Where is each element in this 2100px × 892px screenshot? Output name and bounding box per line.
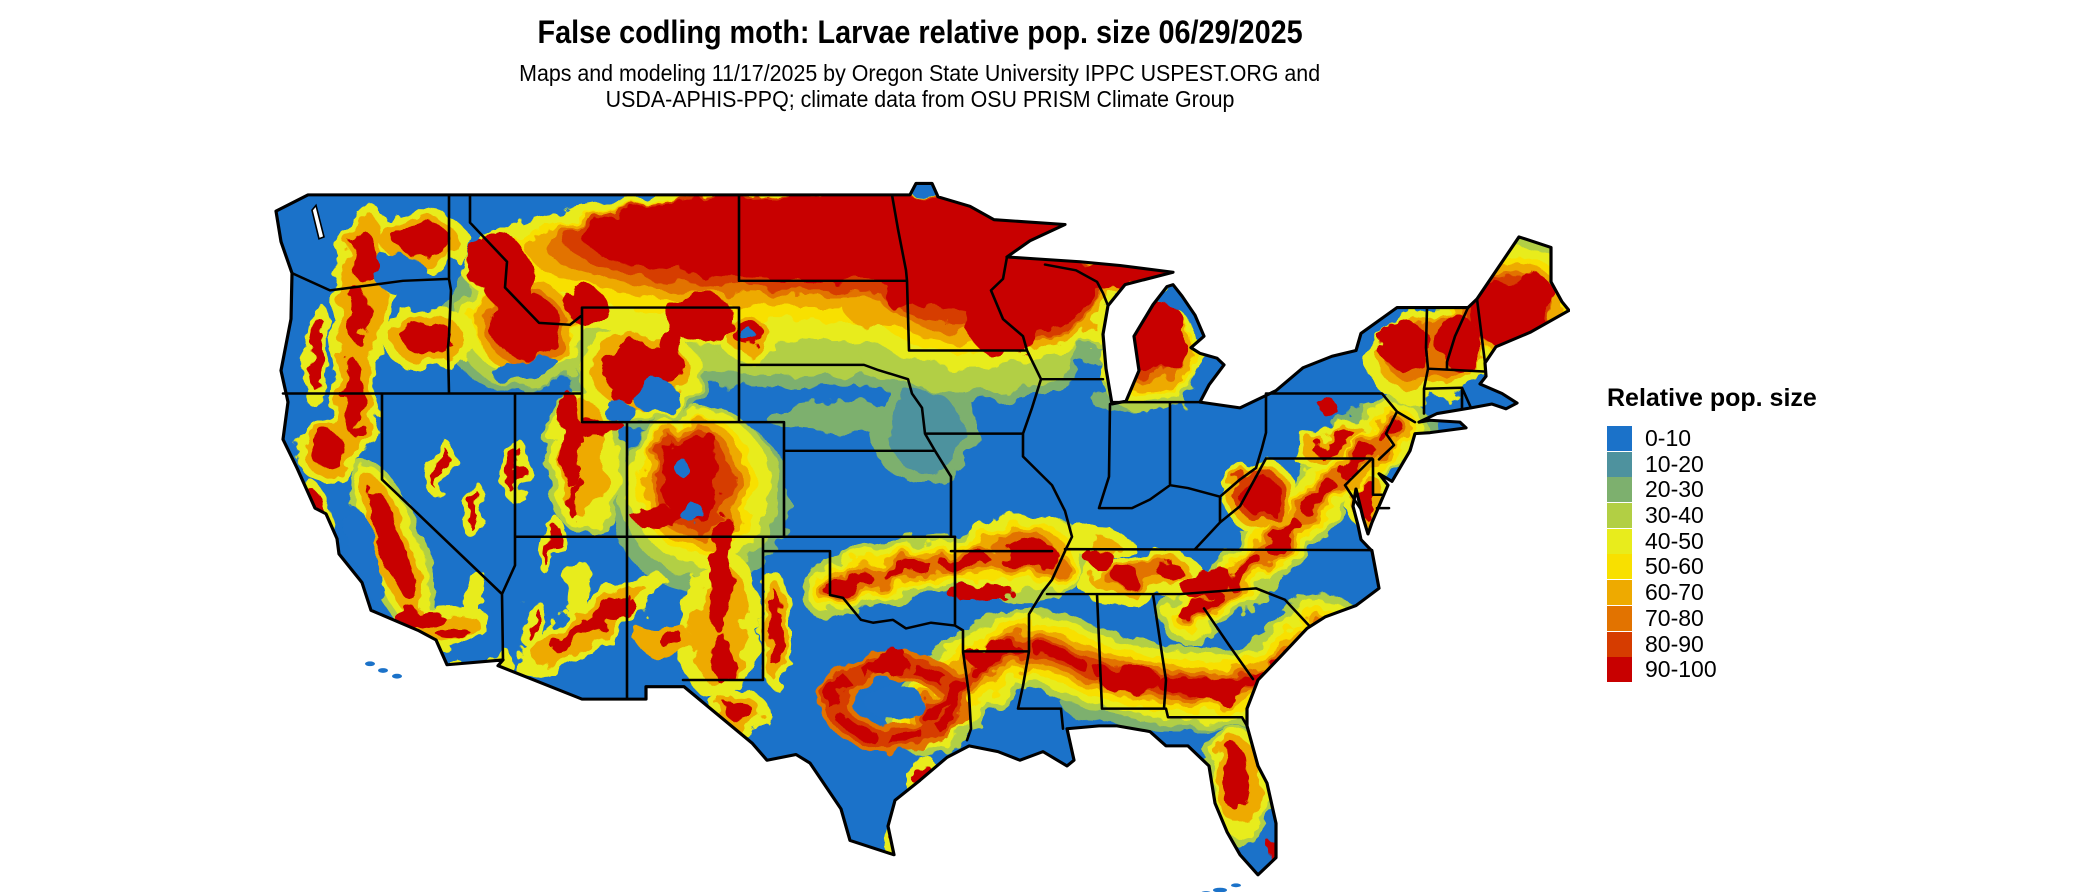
legend-swatch <box>1607 605 1632 631</box>
florida-keys <box>1231 883 1241 888</box>
legend-entry: 0-10 <box>1607 425 1817 451</box>
legend-label: 10-20 <box>1645 450 1704 477</box>
legend-label: 70-80 <box>1645 604 1704 631</box>
legend-label: 0-10 <box>1645 425 1692 451</box>
legend-entry: 20-30 <box>1607 476 1817 503</box>
legend-rows: 0-10 10-20 20-30 30-40 40-50 50-60 60-70 70-80 8… <box>1607 425 1817 683</box>
legend-entry: 40-50 <box>1607 527 1817 554</box>
legend-entry: 80-90 <box>1607 630 1817 657</box>
legend-label: 80-90 <box>1645 630 1704 657</box>
legend-label: 30-40 <box>1645 502 1704 529</box>
legend-swatch <box>1607 451 1632 477</box>
us-outline <box>274 181 1570 877</box>
legend: Relative pop. size 0-10 10-20 20-30 30-40 40… <box>1607 384 1817 683</box>
legend-swatch <box>1607 631 1632 657</box>
channel-islands <box>392 673 402 679</box>
legend-swatch <box>1607 477 1632 503</box>
legend-label: 20-30 <box>1645 476 1704 503</box>
legend-swatch <box>1607 580 1632 606</box>
legend-entry: 70-80 <box>1607 604 1817 631</box>
us-map <box>274 181 1570 892</box>
legend-label: 60-70 <box>1645 579 1704 606</box>
channel-islands <box>365 661 375 667</box>
channel-islands <box>378 668 388 673</box>
legend-swatch <box>1607 657 1632 683</box>
header: False codling moth: Larvae relative pop.… <box>270 14 1570 51</box>
legend-entry: 90-100 <box>1607 656 1817 683</box>
florida-keys <box>1213 887 1227 892</box>
us-map-figure <box>270 140 1570 892</box>
legend-label: 90-100 <box>1645 656 1717 683</box>
state-borders <box>281 193 1487 742</box>
puget-sound <box>311 203 325 240</box>
legend-label: 50-60 <box>1645 553 1704 580</box>
map-geometry <box>274 181 1570 892</box>
legend-entry: 50-60 <box>1607 553 1817 580</box>
legend-entry: 60-70 <box>1607 579 1817 606</box>
legend-label: 40-50 <box>1645 527 1704 554</box>
subtitle-line-1: Maps and modeling 11/17/2025 by Oregon S… <box>519 60 1321 86</box>
legend-swatch <box>1607 528 1632 554</box>
subtitle: Maps and modeling 11/17/2025 by Oregon S… <box>270 60 1570 112</box>
legend-swatch <box>1607 426 1632 451</box>
legend-entry: 10-20 <box>1607 450 1817 477</box>
legend-swatch <box>1607 554 1632 580</box>
subtitle-line-2: USDA-APHIS-PPQ; climate data from OSU PR… <box>605 86 1235 112</box>
legend-title: Relative pop. size <box>1607 384 1817 412</box>
legend-entry: 30-40 <box>1607 502 1817 529</box>
page-title: False codling moth: Larvae relative pop.… <box>537 14 1303 50</box>
legend-swatch <box>1607 503 1632 529</box>
